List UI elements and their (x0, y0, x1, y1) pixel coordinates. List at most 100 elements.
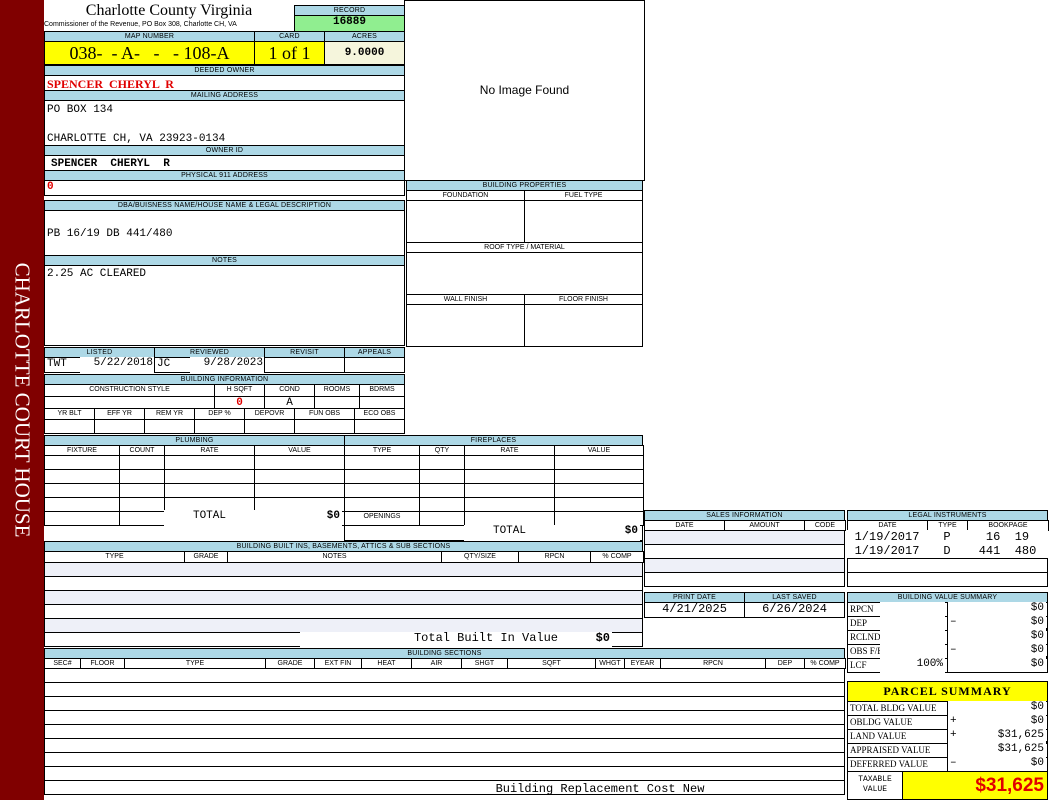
fireplaces-cell (464, 497, 555, 512)
plumbing-cell (164, 483, 255, 498)
revisit-value (264, 357, 345, 373)
print-date-value: 4/21/2025 (644, 602, 745, 618)
mailing-line2: CHARLOTTE CH, VA 23923-0134 (47, 133, 226, 145)
notes-value: 2.25 AC CLEARED (44, 265, 405, 346)
bvs-value: $0 (968, 644, 1046, 658)
fireplaces-cell (419, 497, 465, 512)
fireplaces-cell (419, 483, 465, 498)
builtins-total-label: Total Built In Value (300, 632, 560, 647)
sales-row (644, 530, 845, 545)
sales-row (644, 558, 845, 573)
builtins-row (44, 562, 643, 577)
fireplaces-cell (554, 511, 644, 526)
builtins-row (44, 618, 643, 633)
wall-finish-value (406, 304, 525, 347)
record-value: 16889 (294, 15, 405, 32)
building-info-cell (44, 419, 95, 434)
sections-row (44, 696, 845, 711)
plumbing-total: $0 (254, 510, 342, 526)
acres-value: 9.0000 (324, 41, 405, 65)
building-info-cell (244, 419, 295, 434)
fuel-type-value (524, 200, 643, 243)
legal-cell: 1/19/2017 (847, 530, 927, 545)
parcel-label: APPRAISED VALUE (847, 743, 948, 758)
last-saved-value: 6/26/2024 (744, 602, 845, 618)
parcel-label: LAND VALUE (847, 729, 948, 744)
parcel-value: $0 (968, 715, 1046, 729)
parcel-value: $0 (968, 757, 1046, 771)
bvs-value: $0 (968, 630, 1046, 644)
building-info-cell (144, 419, 195, 434)
fireplaces-cell (554, 497, 644, 512)
sections-row (44, 724, 845, 739)
legal-cell: 441 480 (967, 544, 1048, 559)
legal-row (847, 572, 1048, 587)
bvs-extra (880, 644, 945, 659)
parcel-sign: + (948, 729, 968, 743)
plumbing-cell (254, 455, 345, 470)
mailing-line1: PO BOX 134 (47, 104, 114, 116)
bvs-sign (948, 602, 968, 616)
plumbing-cell (119, 511, 165, 526)
legal-row (847, 558, 1048, 573)
listed-date: 5/22/2018 (80, 357, 155, 373)
legal-cell: D (927, 544, 967, 559)
builtins-row (44, 576, 643, 591)
bvs-sign: – (948, 616, 968, 630)
bvs-sign (948, 658, 968, 672)
deeded-owner-value: SPENCER CHERYL R (44, 75, 405, 91)
bvs-extra: 100% (880, 658, 945, 673)
bvs-value: $0 (968, 658, 1046, 672)
legal-cell: 1/19/2017 (847, 544, 927, 559)
plumbing-cell (44, 511, 120, 526)
fireplaces-cell (554, 469, 644, 484)
plumbing-total-label: TOTAL (164, 510, 255, 526)
reviewed-date: 9/28/2023 (190, 357, 265, 373)
plumbing-cell (164, 469, 255, 484)
sections-row (44, 710, 845, 725)
plumbing-cell (44, 497, 120, 512)
plumbing-cell (119, 497, 165, 512)
plumbing-cell (119, 483, 165, 498)
parcel-label: OBLDG VALUE (847, 715, 948, 730)
page-subtitle: Commissioner of the Revenue, PO Box 308,… (44, 21, 237, 28)
owner-id-value: SPENCER CHERYL R (44, 155, 405, 171)
builtins-total: $0 (560, 632, 612, 647)
parcel-value: $31,625 (968, 729, 1046, 743)
plumbing-cell (119, 455, 165, 470)
builtins-row (44, 590, 643, 605)
building-info-cell (354, 419, 405, 434)
parcel-summary-header: PARCEL SUMMARY (847, 681, 1048, 702)
sections-row (44, 682, 845, 697)
bvs-extra (880, 616, 945, 631)
fireplaces-cell (419, 511, 465, 526)
sections-row (44, 668, 845, 683)
parcel-sign: – (948, 757, 968, 771)
fireplaces-cell (464, 483, 555, 498)
plumbing-cell (44, 455, 120, 470)
sections-row (44, 752, 845, 767)
sections-row (44, 738, 845, 753)
sections-row (44, 780, 845, 795)
bvs-extra (880, 630, 945, 645)
fireplaces-cell (464, 511, 555, 526)
fireplaces-cell (464, 469, 555, 484)
fireplaces-cell (344, 483, 420, 498)
fireplaces-cell (554, 455, 644, 470)
taxable-value: $31,625 (902, 771, 1048, 800)
parcel-sign (948, 701, 968, 715)
physical-address-value: 0 (44, 180, 405, 196)
fireplaces-cell (554, 483, 644, 498)
fireplaces-total-label: TOTAL (464, 525, 555, 541)
fireplaces-cell (344, 455, 420, 470)
plumbing-cell (254, 483, 345, 498)
dba-value: PB 16/19 DB 441/480 (44, 210, 405, 256)
plumbing-cell (44, 469, 120, 484)
parcel-sign: + (948, 715, 968, 729)
bvs-sign: – (948, 644, 968, 658)
plumbing-cell (44, 483, 120, 498)
fireplaces-total: $0 (554, 525, 640, 541)
building-info-cell (194, 419, 245, 434)
appeals-value (344, 357, 405, 373)
floor-finish-value (524, 304, 643, 347)
